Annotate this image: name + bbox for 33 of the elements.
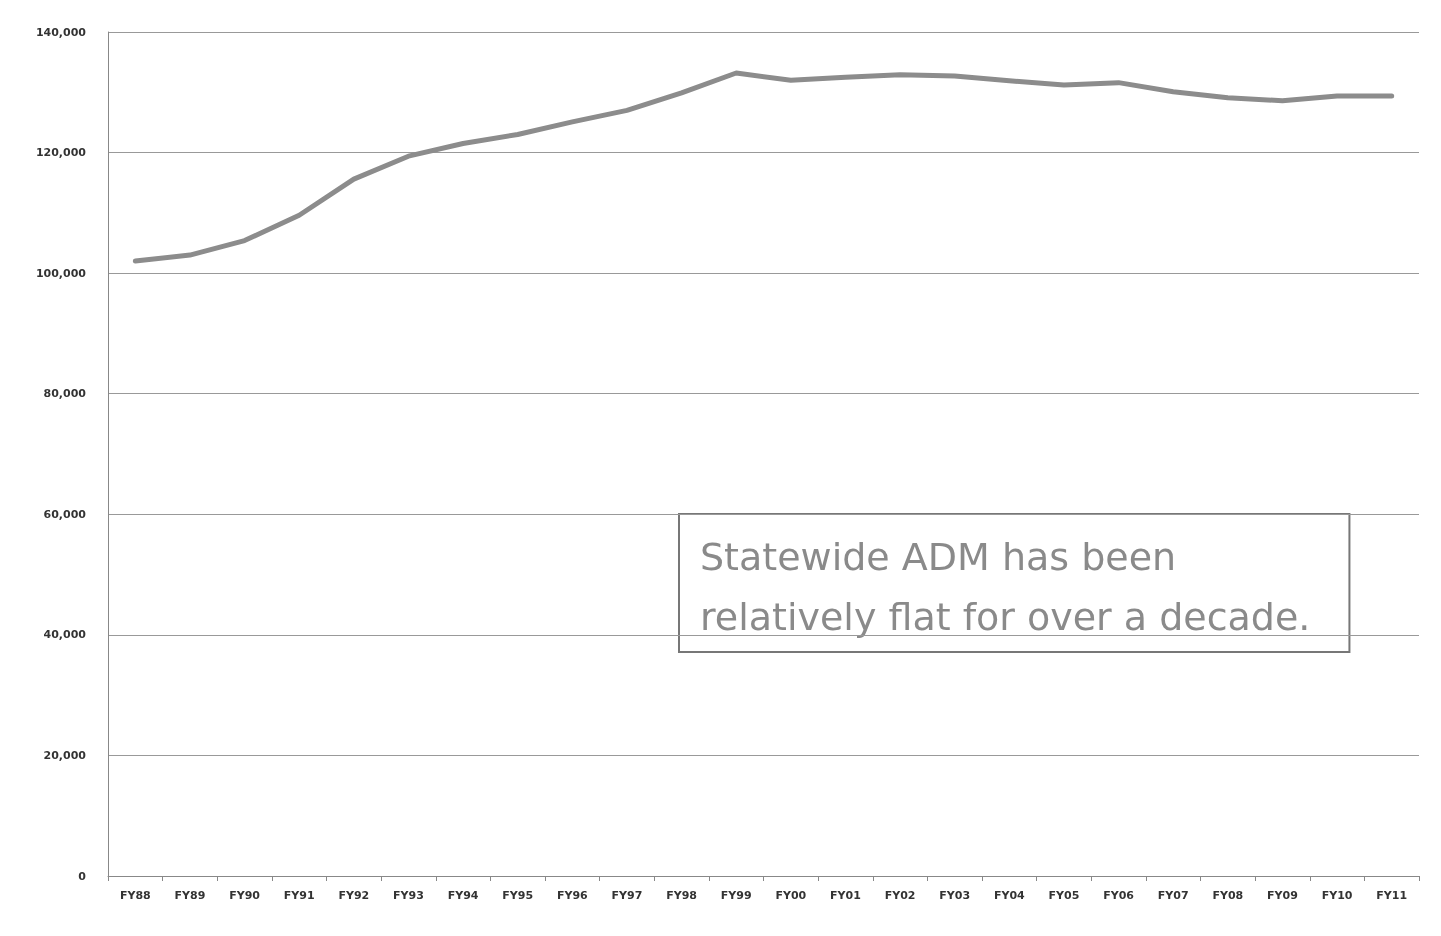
x-tick-label: FY02 xyxy=(884,889,916,902)
y-tick-label: 60,000 xyxy=(43,507,87,521)
x-tick-label: FY03 xyxy=(939,889,971,902)
x-tick-label: FY94 xyxy=(447,889,479,902)
y-tick-label: 0 xyxy=(78,869,87,883)
x-tick-label: FY08 xyxy=(1212,889,1244,902)
y-tick-label: 140,000 xyxy=(35,25,87,39)
y-tick-label: 20,000 xyxy=(43,748,87,762)
x-tick-label: FY04 xyxy=(993,889,1026,902)
x-tick-label: FY06 xyxy=(1103,889,1135,902)
x-tick-label: FY00 xyxy=(775,889,807,902)
x-tick-label: FY90 xyxy=(229,889,261,902)
y-tick-label: 100,000 xyxy=(35,266,87,280)
x-tick-label: FY89 xyxy=(174,889,206,902)
x-tick-label: FY11 xyxy=(1376,889,1408,902)
x-tick-label: FY99 xyxy=(720,889,752,902)
x-tick-label: FY96 xyxy=(556,889,589,902)
y-tick-label: 80,000 xyxy=(43,387,87,401)
x-tick-label: FY98 xyxy=(666,889,697,902)
annotation: Statewide ADM has been relatively flat for over a decade. xyxy=(700,535,1311,639)
x-tick-label: FY93 xyxy=(393,889,424,902)
x-tick-label: FY05 xyxy=(1048,889,1080,902)
y-tick-label: 120,000 xyxy=(35,146,87,160)
y-tick-label: 40,000 xyxy=(43,628,87,642)
x-tick-label: FY10 xyxy=(1321,889,1353,902)
x-tick-label: FY09 xyxy=(1267,889,1298,902)
x-tick-label: FY07 xyxy=(1157,889,1189,902)
x-tick-label: FY95 xyxy=(502,889,534,902)
x-tick-label: FY88 xyxy=(119,889,151,902)
x-tick-label: FY92 xyxy=(338,889,370,902)
x-tick-label: FY97 xyxy=(611,889,643,902)
x-tick-label: FY91 xyxy=(283,889,315,902)
x-tick-label: FY01 xyxy=(830,889,861,902)
